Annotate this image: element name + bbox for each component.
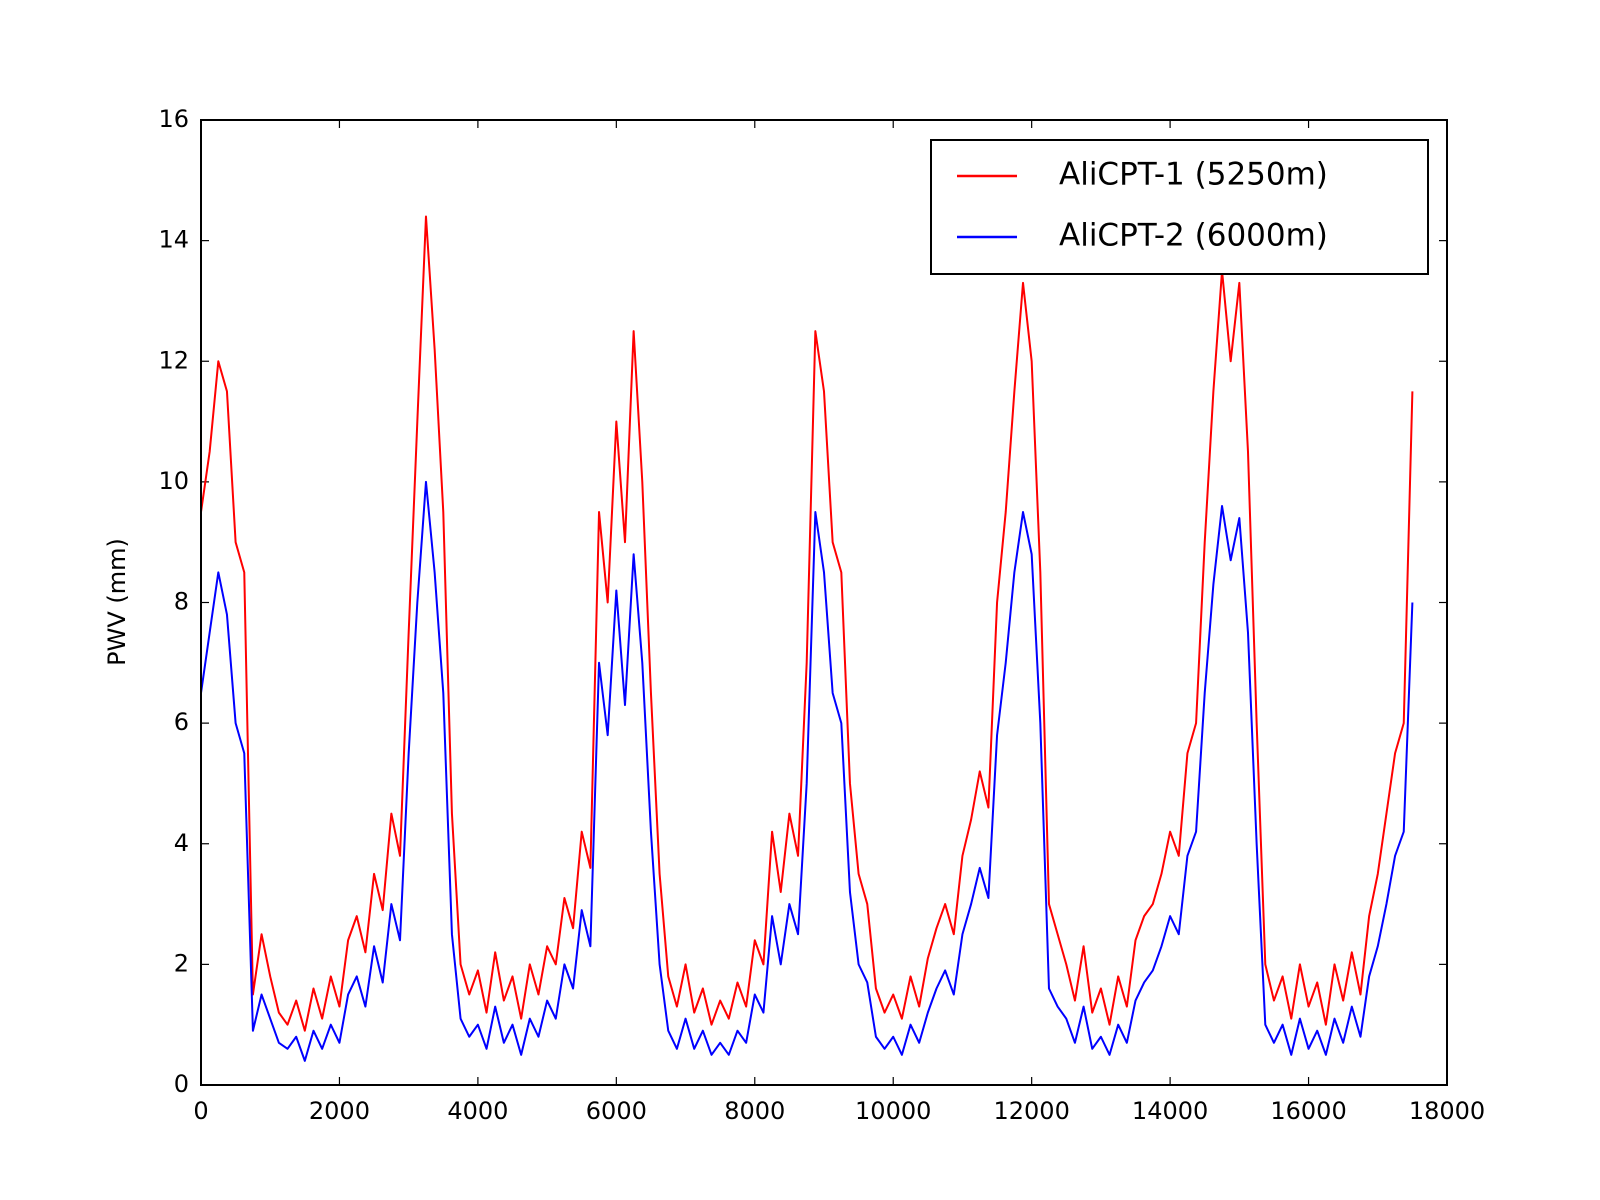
x-tick-label: 6000 [586, 1097, 647, 1125]
y-tick-label: 0 [174, 1070, 189, 1098]
x-tick-label: 16000 [1270, 1097, 1346, 1125]
legend-label: AliCPT-2 (6000m) [1059, 218, 1328, 254]
x-tick-label: 2000 [309, 1097, 370, 1125]
x-tick-label: 12000 [993, 1097, 1069, 1125]
x-tick-label: 4000 [447, 1097, 508, 1125]
y-tick-label: 12 [158, 346, 189, 374]
y-tick-label: 10 [158, 467, 189, 495]
x-tick-label: 8000 [724, 1097, 785, 1125]
y-tick-label: 4 [174, 829, 189, 857]
series-line [200, 215, 1414, 1032]
y-axis-label: PWV (mm) [103, 538, 131, 666]
x-tick-label: 18000 [1409, 1097, 1485, 1125]
y-tick-label: 14 [158, 226, 189, 254]
y-tick-label: 2 [174, 949, 189, 977]
y-tick-label: 8 [174, 588, 189, 616]
plot-frame [200, 119, 1448, 1086]
y-tick-label: 6 [174, 708, 189, 736]
y-tick-label: 16 [158, 105, 189, 133]
x-tick-label: 10000 [855, 1097, 931, 1125]
x-tick-label: 14000 [1132, 1097, 1208, 1125]
legend-label: AliCPT-1 (5250m) [1059, 157, 1328, 193]
x-tick-label: 0 [193, 1097, 208, 1125]
series-line [200, 480, 1414, 1062]
legend-box [930, 139, 1429, 275]
